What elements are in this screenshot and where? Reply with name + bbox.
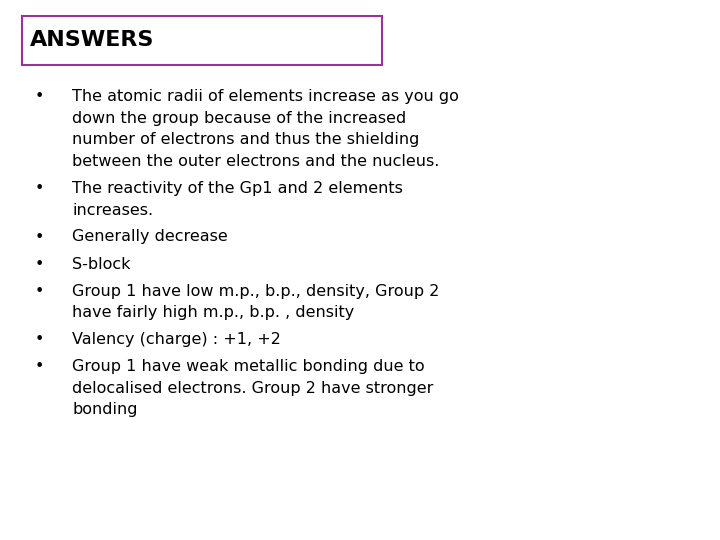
Text: •: • [35,332,45,347]
Text: Valency (charge) : +1, +2: Valency (charge) : +1, +2 [72,332,281,347]
Text: delocalised electrons. Group 2 have stronger: delocalised electrons. Group 2 have stro… [72,381,433,396]
Text: •: • [35,230,45,245]
Text: ANSWERS: ANSWERS [30,30,155,51]
Text: Group 1 have low m.p., b.p., density, Group 2: Group 1 have low m.p., b.p., density, Gr… [72,284,439,299]
Text: Group 1 have weak metallic bonding due to: Group 1 have weak metallic bonding due t… [72,359,425,374]
Text: bonding: bonding [72,402,138,417]
Text: •: • [35,359,45,374]
Text: •: • [35,181,45,196]
Text: number of electrons and thus the shielding: number of electrons and thus the shieldi… [72,132,419,147]
Text: The reactivity of the Gp1 and 2 elements: The reactivity of the Gp1 and 2 elements [72,181,403,196]
Text: increases.: increases. [72,202,153,218]
Text: have fairly high m.p., b.p. , density: have fairly high m.p., b.p. , density [72,305,354,320]
Text: down the group because of the increased: down the group because of the increased [72,111,406,126]
Text: The atomic radii of elements increase as you go: The atomic radii of elements increase as… [72,89,459,104]
Text: •: • [35,284,45,299]
Text: •: • [35,89,45,104]
Text: •: • [35,256,45,272]
Text: between the outer electrons and the nucleus.: between the outer electrons and the nucl… [72,154,439,169]
Text: Generally decrease: Generally decrease [72,230,228,245]
Text: S-block: S-block [72,256,130,272]
FancyBboxPatch shape [22,16,382,65]
